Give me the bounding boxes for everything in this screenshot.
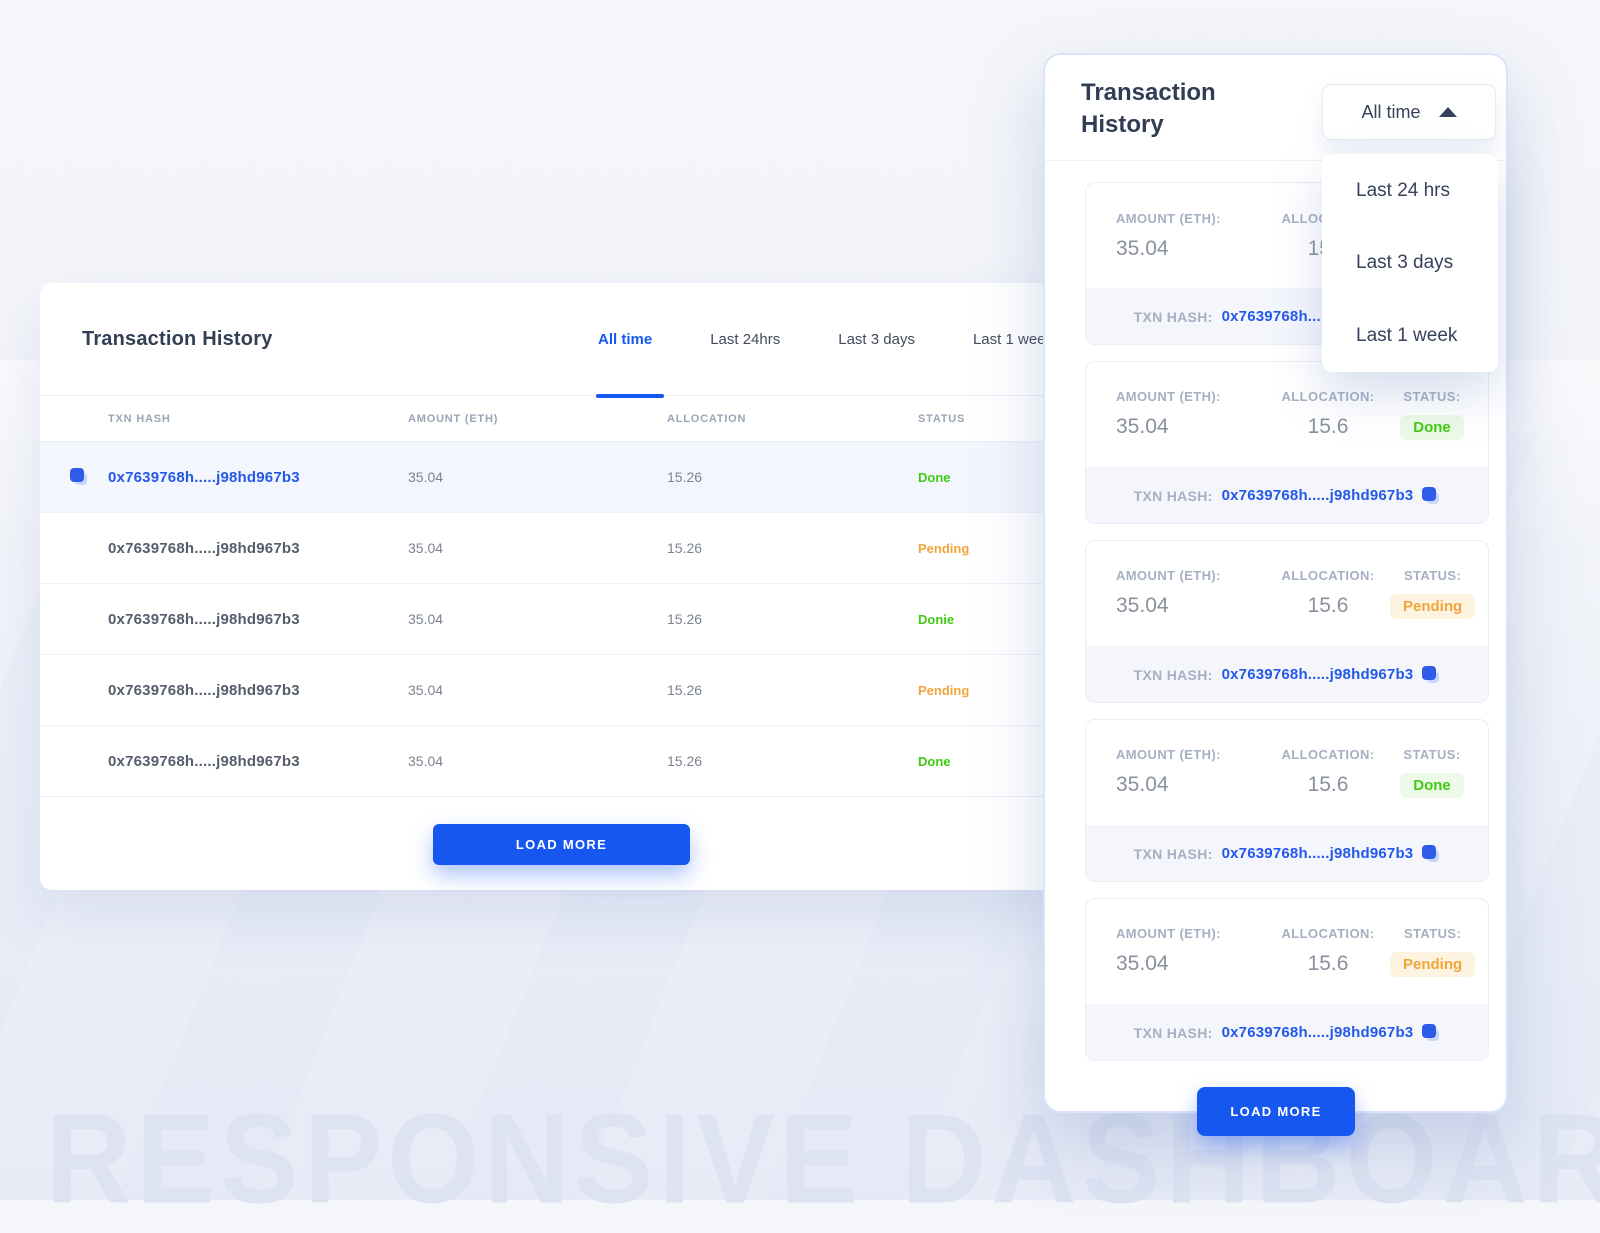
txn-hash-link[interactable]: 0x7639768h.....j98hd967b3 <box>1221 1024 1414 1041</box>
status-badge: Pending <box>1390 594 1476 619</box>
txn-hash-link[interactable]: 0x7639768h.....j98hd967b3 <box>1221 666 1414 683</box>
txn-hash-row: TXN HASH: 0x7639768h.....j98hd967b3 <box>1086 467 1488 523</box>
txn-hash-link[interactable]: 0x7639768h.....j98hd967b3 <box>1221 845 1414 862</box>
page-title: Transaction History <box>82 327 273 350</box>
tab-last-1-week[interactable]: Last 1 week <box>972 330 1053 348</box>
transaction-card-fields: AMOUNT (ETH): ALLOCATION: STATUS: 35.04 … <box>1086 541 1488 646</box>
status-label: Pending <box>918 682 970 698</box>
status-label: STATUS: <box>1403 926 1462 941</box>
txn-hash-label: TXN HASH: <box>1133 845 1213 862</box>
amount-label: AMOUNT (ETH): <box>1116 389 1221 404</box>
amount-label: AMOUNT (ETH): <box>1116 747 1221 762</box>
transaction-card: AMOUNT (ETH): ALLOCATION: STATUS: 35.04 … <box>1085 719 1489 882</box>
dropdown-option-last-1-week[interactable]: Last 1 week <box>1356 324 1458 346</box>
copy-icon[interactable] <box>1422 844 1440 863</box>
amount-value: 35.04 <box>408 682 444 698</box>
allocation-label: ALLOCATION: <box>1281 926 1375 941</box>
amount-value: 35.04 <box>1116 773 1169 796</box>
transaction-card-fields: AMOUNT (ETH): ALLOCATION: STATUS: 35.04 … <box>1086 899 1488 1004</box>
copy-icon[interactable] <box>70 468 88 486</box>
table-row[interactable]: 0x7639768h.....j98hd967b3 35.04 15.26 Pe… <box>40 654 1460 725</box>
transaction-card-fields: AMOUNT (ETH): ALLOCATION: STATUS: 35.04 … <box>1086 720 1488 825</box>
amount-label: AMOUNT (ETH): <box>1116 210 1221 226</box>
transaction-card: AMOUNT (ETH): ALLOCATION: STATUS: 35.04 … <box>1085 898 1489 1061</box>
allocation-value: 15.6 <box>1307 594 1349 617</box>
mobile-transaction-history-card: Transaction History All time AMOUNT (ETH… <box>1043 53 1508 1136</box>
txn-hash-row: TXN HASH: 0x7639768h.....j98hd967b3 <box>1086 646 1488 702</box>
copy-icon[interactable] <box>1422 665 1440 684</box>
amount-label: AMOUNT (ETH): <box>1116 568 1221 583</box>
table-row[interactable]: 0x7639768h.....j98hd967b3 35.04 15.26 Do… <box>40 725 1460 796</box>
amount-value: 35.04 <box>408 611 444 627</box>
amount-value: 35.04 <box>1116 594 1169 617</box>
status-label: STATUS: <box>1403 389 1461 404</box>
status-label: STATUS: <box>1403 747 1461 762</box>
amount-value: 35.04 <box>408 540 444 556</box>
chevron-up-icon <box>1438 107 1457 117</box>
allocation-value: 15.6 <box>1307 773 1349 796</box>
load-more-button[interactable]: LOAD MORE <box>1197 1087 1355 1136</box>
txn-hash-text[interactable]: 0x7639768h.....j98hd967b3 <box>108 752 300 770</box>
amount-label: AMOUNT (ETH): <box>1116 926 1221 941</box>
status-label: Donie <box>918 611 955 627</box>
amount-value: 35.04 <box>1116 952 1169 975</box>
transaction-card: AMOUNT (ETH): ALLOCATION: STATUS: 35.04 … <box>1085 540 1489 703</box>
allocation-value: 15.26 <box>667 682 703 698</box>
status-badge: Done <box>1400 415 1464 440</box>
mobile-card-header: Transaction History <box>1045 55 1506 161</box>
txn-hash-label: TXN HASH: <box>1133 487 1213 504</box>
dropdown-option-last-24-hrs[interactable]: Last 24 hrs <box>1356 179 1450 201</box>
page-title: Transaction History <box>1081 79 1216 138</box>
allocation-value: 15.26 <box>667 469 703 485</box>
transaction-card: AMOUNT (ETH): ALLOCATION: STATUS: 35.04 … <box>1085 361 1489 524</box>
dropdown-option-last-3-days[interactable]: Last 3 days <box>1356 252 1454 273</box>
table-row[interactable]: 0x7639768h.....j98hd967b3 35.04 15.26 Do… <box>40 583 1460 654</box>
dropdown-selected-value: All time <box>1361 101 1421 122</box>
allocation-value: 15.6 <box>1307 415 1349 438</box>
column-amount-eth: AMOUNT (ETH) <box>408 412 499 425</box>
txn-hash-label: TXN HASH: <box>1133 666 1213 683</box>
allocation-value: 15.26 <box>667 540 703 556</box>
allocation-label: ALLOCATION: <box>1281 389 1375 404</box>
allocation-value: 15.26 <box>667 753 703 769</box>
txn-hash-label: TXN HASH: <box>1133 1024 1213 1041</box>
time-filter-dropdown-menu: Last 24 hrs Last 3 days Last 1 week <box>1322 154 1498 372</box>
tab-last-3-days[interactable]: Last 3 days <box>838 330 915 348</box>
txn-hash-row: TXN HASH: 0x7639768h.....j98hd967b3 <box>1086 825 1488 881</box>
status-label: Done <box>918 753 951 769</box>
allocation-label: ALLOCATION: <box>1281 747 1375 762</box>
allocation-label: ALLOCATION: <box>1281 568 1375 583</box>
column-allocation: ALLOCATION <box>667 412 747 425</box>
status-badge: Done <box>1400 773 1464 798</box>
txn-hash-text[interactable]: 0x7639768h.....j98hd967b3 <box>108 681 300 699</box>
transaction-card-fields: AMOUNT (ETH): ALLOCATION: STATUS: 35.04 … <box>1086 362 1488 467</box>
txn-hash-link[interactable]: 0x7639768h.....j98hd967b3 <box>1221 487 1414 504</box>
amount-value: 35.04 <box>1116 415 1169 438</box>
column-txn-hash: TXN HASH <box>108 412 171 425</box>
tab-all-time[interactable]: All time <box>595 283 665 398</box>
page-background: RESPONSIVE DASHBOARD Transaction History… <box>0 53 1600 1231</box>
amount-value: 35.04 <box>408 753 444 769</box>
tab-last-24hrs[interactable]: Last 24hrs <box>710 330 781 348</box>
time-filter-tabs: All time Last 24hrs Last 3 days Last 1 w… <box>595 283 1053 398</box>
txn-hash-text[interactable]: 0x7639768h.....j98hd967b3 <box>108 610 300 628</box>
allocation-value: 15.26 <box>667 611 703 627</box>
time-filter-dropdown[interactable]: All time <box>1322 84 1496 140</box>
amount-value: 35.04 <box>1116 236 1169 260</box>
status-badge: Pending <box>1390 952 1476 977</box>
txn-hash-text[interactable]: 0x7639768h.....j98hd967b3 <box>108 539 300 557</box>
txn-hash-label: TXN HASH: <box>1133 308 1213 325</box>
txn-hash-row: TXN HASH: 0x7639768h.....j98hd967b3 <box>1086 1004 1488 1060</box>
status-label: STATUS: <box>1403 568 1462 583</box>
amount-value: 35.04 <box>408 469 444 485</box>
load-more-button[interactable]: LOAD MORE <box>433 824 690 865</box>
copy-icon[interactable] <box>1422 1023 1440 1042</box>
copy-icon[interactable] <box>1422 486 1440 505</box>
txn-hash-link[interactable]: 0x7639768h.....j98hd967b3 <box>108 468 300 486</box>
allocation-value: 15.6 <box>1307 952 1349 975</box>
desktop-card-footer: LOAD MORE <box>40 796 1460 896</box>
